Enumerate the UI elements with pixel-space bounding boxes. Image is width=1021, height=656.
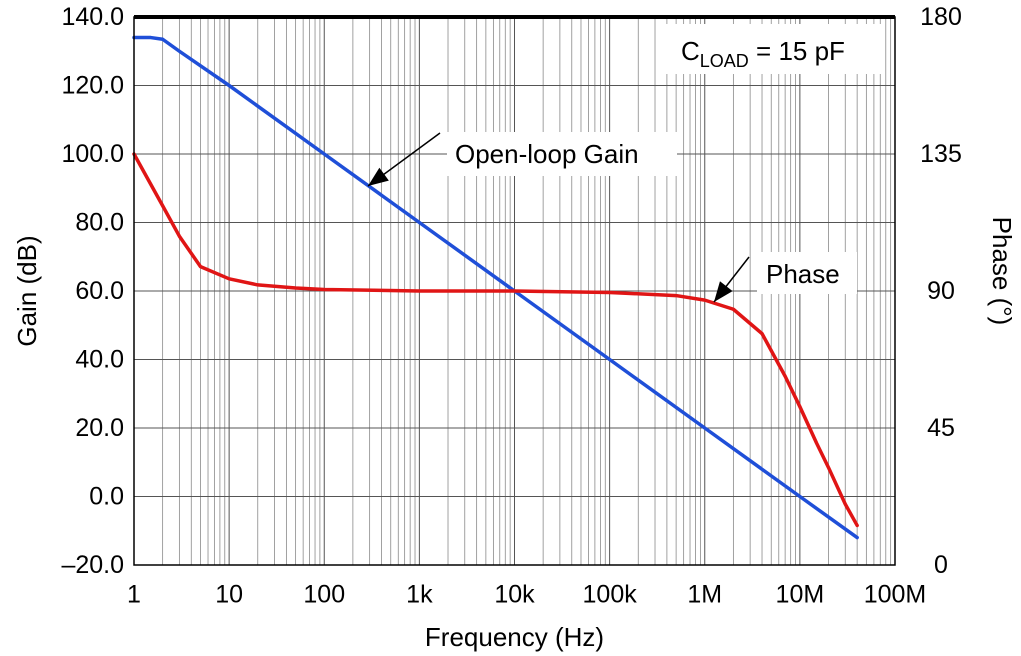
- phase-line: [132, 152, 859, 528]
- y-tick-label: 120.0: [61, 72, 124, 100]
- annotation-phase: Phase: [713, 252, 857, 303]
- annotation-gain-background: [447, 132, 677, 176]
- series-layer: [132, 35, 859, 540]
- y2-tick-label: 45: [927, 414, 955, 442]
- y2-tick-label: 180: [920, 3, 962, 31]
- x-tick-label: 1: [127, 581, 141, 609]
- y-tick-label: 40.0: [75, 346, 124, 374]
- x-axis-label: Frequency (Hz): [425, 622, 604, 652]
- gain-line: [132, 35, 859, 540]
- annotation-phase-text: Phase: [766, 259, 840, 289]
- load-capacitance-box: CLOAD = 15 pF: [660, 24, 882, 74]
- annotation-gain-arrowhead: [368, 167, 389, 186]
- load-suffix: = 15 pF: [749, 36, 845, 66]
- y-tick-label: 80.0: [75, 209, 124, 237]
- annotation-gain-text: Open-loop Gain: [455, 139, 639, 169]
- y-tick-label: 0.0: [89, 483, 124, 511]
- load-prefix: C: [681, 36, 700, 66]
- y2-tick-label: 90: [927, 277, 955, 305]
- x-tick-label: 1M: [687, 581, 722, 609]
- load-capacitance-label: CLOAD = 15 pF: [681, 36, 845, 71]
- y2-axis-label: Phase (°): [987, 217, 1017, 326]
- x-tick-label: 10M: [776, 581, 825, 609]
- y-axis-label: Gain (dB): [12, 235, 42, 346]
- y-tick-label: 100.0: [61, 140, 124, 168]
- y-tick-label: –20.0: [61, 551, 124, 579]
- load-subscript: LOAD: [700, 51, 749, 71]
- x-tick-label: 1k: [406, 581, 433, 609]
- x-tick-label: 100k: [583, 581, 638, 609]
- annotation-open-loop-gain: Open-loop Gain: [367, 132, 677, 187]
- y-tick-label: 60.0: [75, 277, 124, 305]
- annotation-phase-arrowhead: [714, 281, 733, 302]
- x-tick-label: 10k: [494, 581, 535, 609]
- y-tick-label: 20.0: [75, 414, 124, 442]
- load-box-background: [660, 24, 882, 74]
- tick-labels: 1 10 100 1k 10k 100k 1M 10M 100M 140.0 120.0 100.0 8…: [61, 3, 961, 609]
- x-tick-label: 100M: [864, 581, 927, 609]
- annotation-phase-background: [757, 252, 857, 294]
- x-tick-label: 10: [215, 581, 243, 609]
- x-tick-label: 100: [303, 581, 345, 609]
- y-tick-label: 140.0: [61, 3, 124, 31]
- y2-tick-label: 135: [920, 140, 962, 168]
- y2-tick-label: 0: [934, 551, 948, 579]
